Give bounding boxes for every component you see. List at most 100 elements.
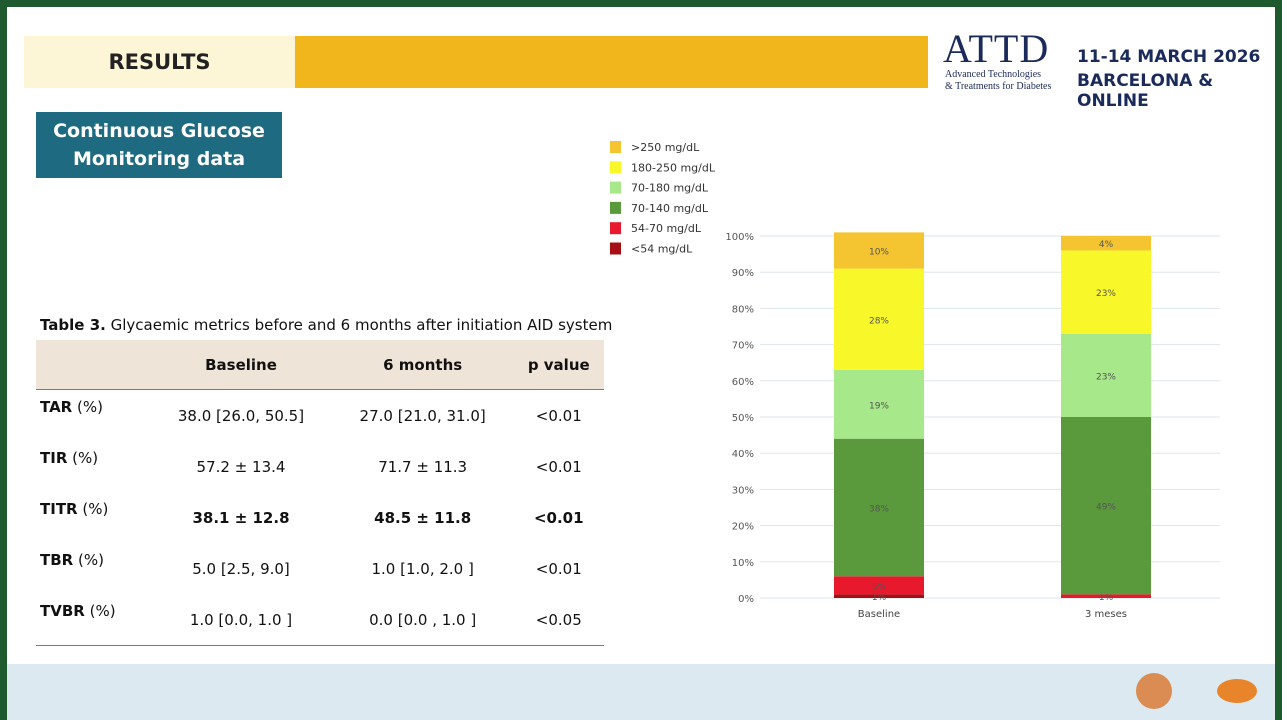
legend-label: 70-140 mg/dL	[631, 202, 709, 215]
logo-subtitle: Advanced Technologies	[945, 69, 1042, 80]
metric-cell: TAR (%)	[36, 390, 150, 442]
metric-unit: (%)	[89, 602, 116, 620]
legend-swatch	[610, 201, 621, 214]
value-cell: <0.01	[533, 508, 584, 527]
value-cell: <0.01	[535, 406, 582, 425]
table: Baseline 6 months p value TAR (%) 38.0 [26.0…	[36, 340, 604, 646]
bar-segment	[1061, 250, 1151, 334]
bar-segment	[1061, 333, 1151, 417]
value-cell: 38.0 [26.0, 50.5]	[177, 406, 305, 425]
y-tick-label: 0%	[738, 594, 754, 605]
event-place: BARCELONA & ONLINE	[1077, 71, 1214, 111]
logo: ATTD	[943, 26, 1050, 71]
footer-icon	[1217, 679, 1257, 703]
table-row: TAR (%) 38.0 [26.0, 50.5] 27.0 [21.0, 31.0…	[36, 390, 604, 442]
metric-unit: (%)	[78, 551, 104, 569]
bar-segment	[834, 232, 924, 269]
data-label: 5%	[872, 582, 887, 592]
data-label: 23%	[1096, 372, 1116, 382]
section-line: Continuous Glucose	[53, 120, 265, 142]
metric-cell: TVBR (%)	[36, 594, 151, 646]
table-row: TIR (%) 57.2 ± 13.4 71.7 ± 11.3 <0.01	[36, 441, 604, 492]
data-label: 23%	[1096, 289, 1116, 299]
table-row: TBR (%) 5.0 [2.5, 9.0] 1.0 [1.0, 2.0 ] <0.0…	[36, 543, 604, 594]
x-tick-label: 3 meses	[1085, 609, 1127, 620]
value-cell: <0.01	[535, 559, 582, 578]
y-tick-label: 60%	[732, 377, 754, 388]
caption-text: Glycaemic metrics before and 6 months af…	[110, 316, 613, 334]
metric-cell: TITR (%)	[36, 492, 150, 543]
legend-swatch	[610, 222, 621, 235]
metric-name: TAR	[40, 398, 73, 416]
footer-band	[7, 664, 1275, 720]
y-tick-label: 50%	[732, 413, 754, 424]
legend-label: 70-180 mg/dL	[631, 182, 709, 195]
value-cell: 1.0 [1.0, 2.0 ]	[371, 559, 474, 578]
data-label: 49%	[1096, 503, 1116, 513]
legend-swatch	[610, 161, 621, 174]
bar-segment	[834, 369, 924, 439]
y-tick-label: 10%	[732, 558, 754, 569]
data-label: 10%	[869, 247, 889, 257]
legend-label: 54-70 mg/dL	[631, 222, 702, 235]
value-cell: 38.1 ± 12.8	[192, 508, 290, 527]
value-cell: <0.01	[535, 457, 582, 476]
legend-swatch	[610, 181, 621, 194]
data-label: 28%	[869, 316, 889, 326]
bar-segment	[834, 438, 924, 577]
header-cell	[36, 340, 151, 390]
metric-unit: (%)	[77, 398, 103, 416]
data-label: 4%	[1099, 240, 1114, 250]
metric-cell: TIR (%)	[36, 441, 150, 492]
bar-segment	[1061, 236, 1151, 251]
event-dates: 11-14 MARCH 2026	[1077, 47, 1261, 67]
section-label: Continuous Glucose Monitoring data	[36, 112, 282, 178]
metric-name: TVBR	[40, 602, 85, 620]
bar-segment	[1061, 417, 1151, 595]
header-cell: p value	[513, 340, 604, 390]
value-cell: 0.0 [0.0 , 1.0 ]	[331, 594, 514, 646]
bar-segment	[1061, 594, 1151, 598]
y-tick-label: 20%	[732, 522, 754, 533]
legend-swatch	[610, 242, 621, 255]
slide: RESULTS ATTD Advanced Technologies & Tre…	[7, 7, 1275, 720]
y-tick-label: 80%	[732, 304, 754, 315]
header-cell: Baseline	[150, 340, 332, 390]
legend-swatch	[610, 141, 621, 153]
legend-label: <54 mg/dL	[631, 243, 693, 256]
table-row: TITR (%) 38.1 ± 12.8 48.5 ± 11.8 <0.01	[36, 492, 604, 543]
value-cell: 48.5 ± 11.8	[374, 508, 472, 527]
data-label: 1%	[1099, 593, 1114, 603]
y-tick-label: 90%	[732, 268, 754, 279]
value-cell: 57.2 ± 13.4	[196, 457, 286, 476]
chart: 0% 10% 20% 30% 40% 50% 60% 70% 80% 90% 100% Baselin…	[610, 141, 1257, 709]
bar-segment	[834, 576, 924, 595]
legend-label: >250 mg/dL	[631, 141, 700, 154]
header-cell: 6 months	[331, 340, 514, 390]
footer-icon	[1136, 673, 1172, 709]
metric-unit: (%)	[72, 449, 99, 467]
y-tick-label: 30%	[732, 485, 754, 496]
metric-name: TBR	[40, 551, 74, 569]
header-bar	[295, 36, 928, 88]
bar-segment	[834, 268, 924, 370]
header-row: Baseline 6 months p value	[36, 340, 604, 390]
metric-unit: (%)	[82, 500, 109, 518]
y-tick-label: 100%	[725, 232, 754, 243]
bar-segment	[834, 594, 924, 598]
value-cell: <0.05	[513, 594, 604, 646]
section-line: Monitoring data	[72, 148, 246, 170]
x-tick-label: Baseline	[858, 609, 900, 620]
table-caption: Table 3. Glycaemic metrics before and 6 …	[40, 316, 612, 334]
logo-subtitle: & Treatments for Diabetes	[945, 81, 1052, 92]
value-cell: 5.0 [2.5, 9.0]	[192, 559, 290, 578]
results-title: RESULTS	[24, 36, 295, 88]
value-cell: 71.7 ± 11.3	[378, 457, 468, 476]
value-cell: 1.0 [0.0, 1.0 ]	[150, 594, 332, 646]
data-label: 19%	[869, 401, 889, 411]
legend-label: 180-250 mg/dL	[631, 161, 716, 174]
metric-name: TIR	[40, 449, 68, 467]
metric-cell: TBR (%)	[36, 543, 150, 594]
caption-bold: Table 3.	[40, 316, 106, 334]
